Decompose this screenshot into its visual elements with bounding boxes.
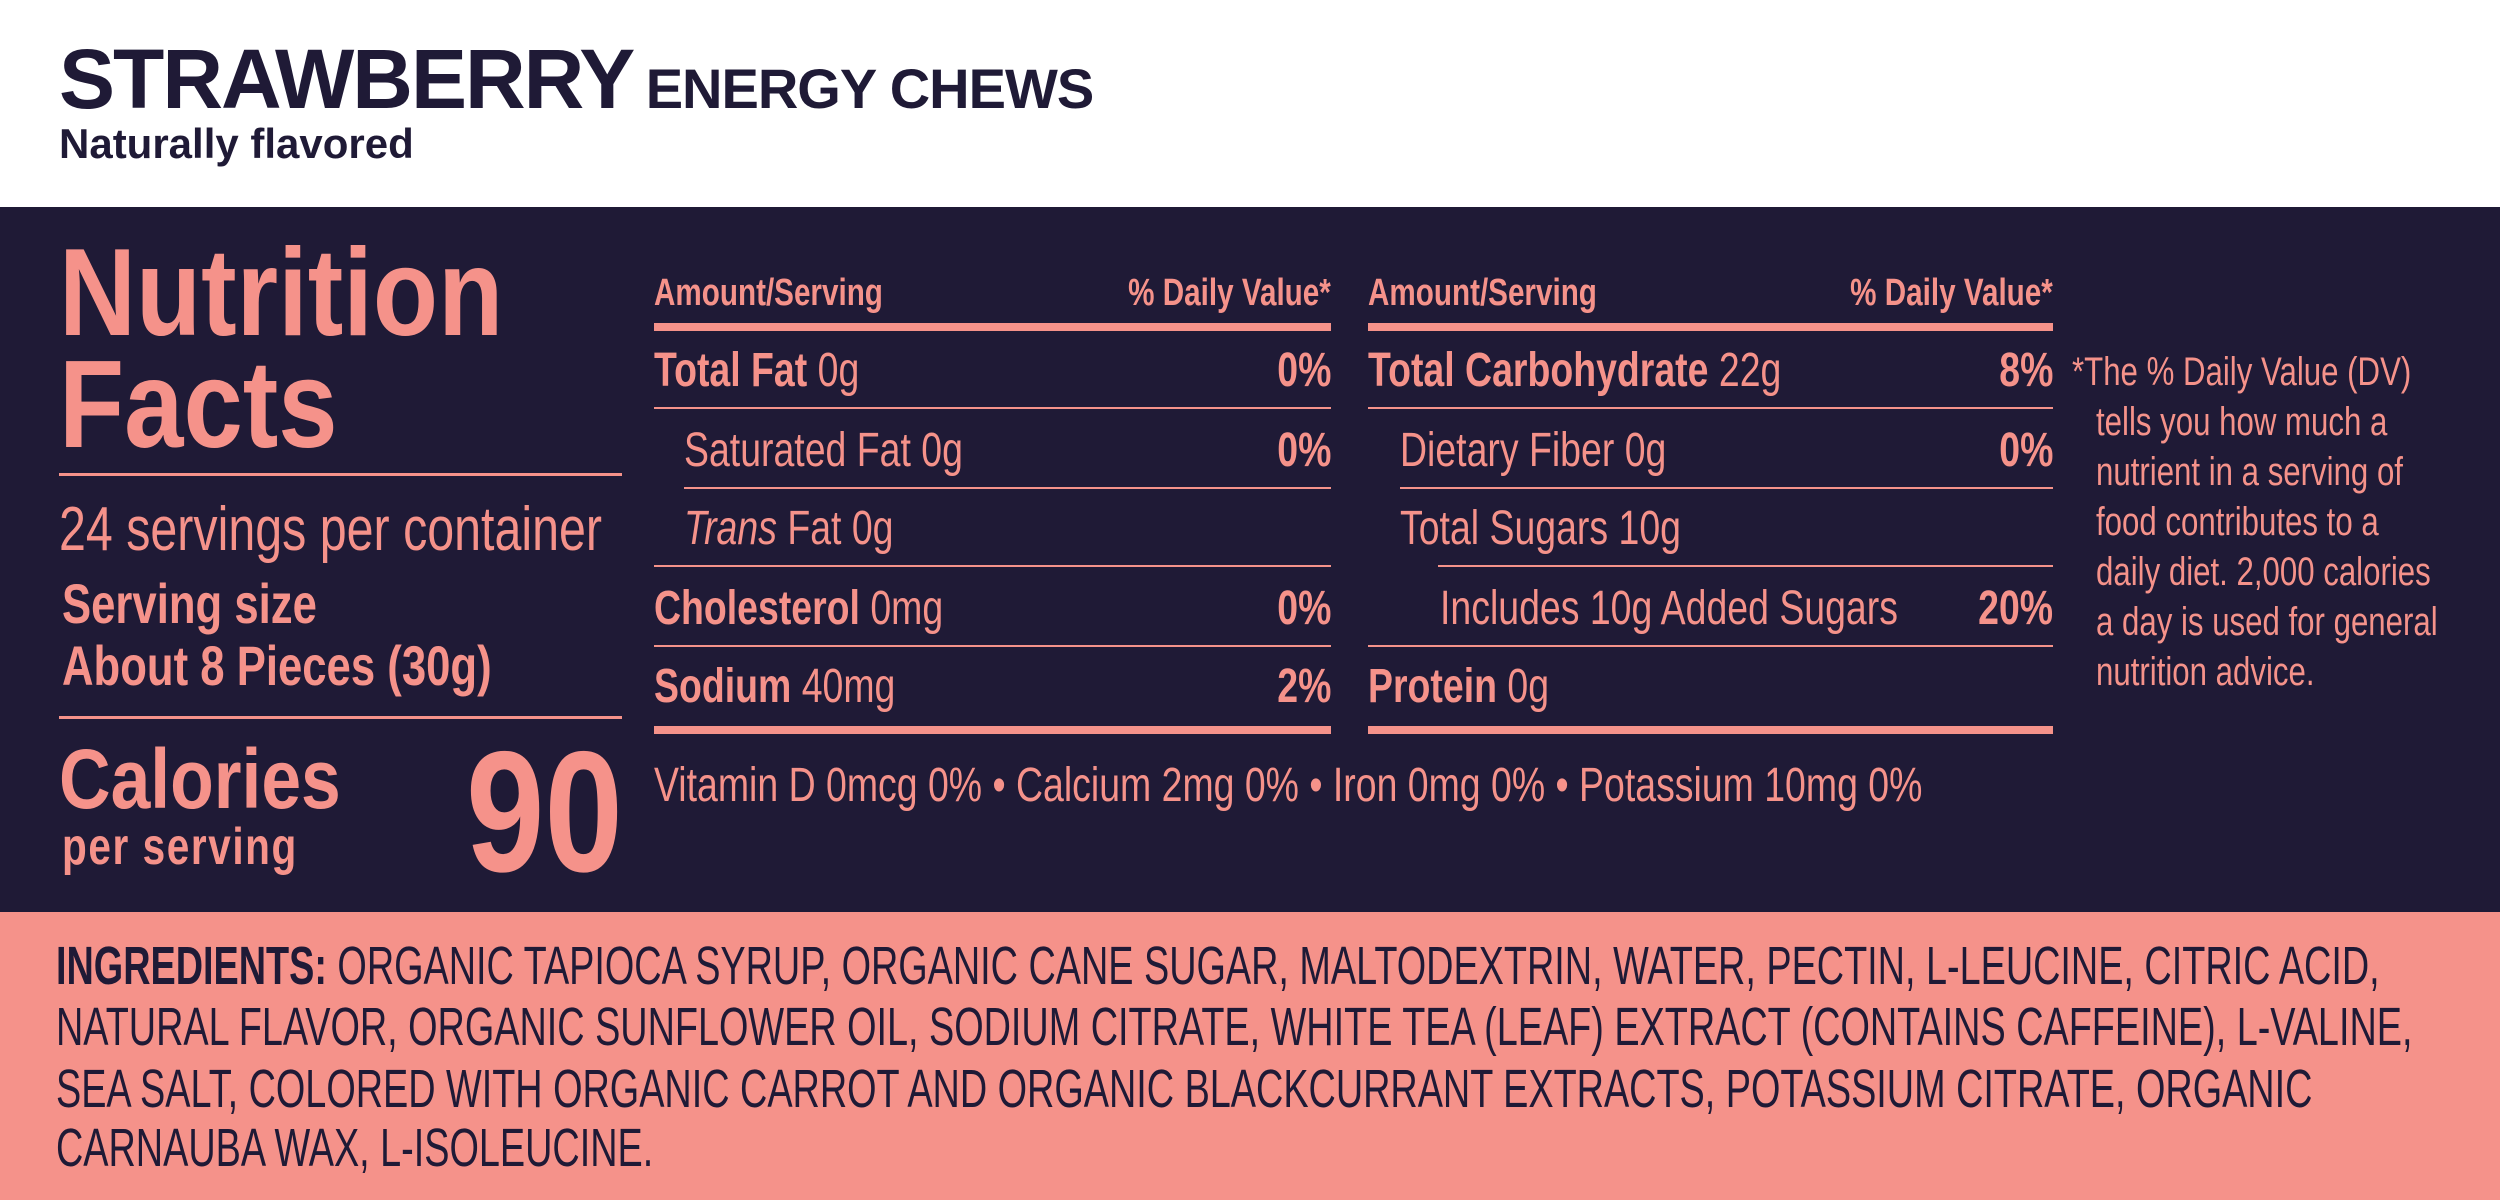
ingredients-line: CARNAUBA WAX, L-ISOLEUCINE. [56,1118,654,1178]
nutrient-row: Dietary Fiber 0g 0% [1400,424,2053,477]
divider [1368,645,2053,647]
divider [59,473,622,476]
divider [654,323,1331,331]
nutrition-facts-heading: Nutrition Facts [59,224,504,474]
nutrient-table-right: Amount/Serving % Daily Value* Total Carb… [1368,267,2053,747]
divider [1368,726,2053,734]
nutrient-row: Total Carbohydrate 22g 8% [1368,344,2053,397]
product-title: STRAWBERRY ENERGY CHEWS [59,32,1094,149]
nutrient-row: Cholesterol 0mg 0% [654,582,1331,635]
calories-label: Calories [59,732,341,826]
divider [1438,565,2053,567]
divider [1400,487,2053,489]
servings-per-container: 24 servings per container [59,495,603,564]
dv-header: % Daily Value* [1128,272,1331,314]
divider [1368,407,2053,409]
divider [1368,323,2053,331]
nutrition-facts-panel: Nutrition Facts 24 servings per containe… [0,207,2500,912]
amount-header: Amount/Serving [1368,272,1597,314]
nutrient-row: Total Fat 0g 0% [654,344,1331,397]
nutrient-row: Sodium 40mg 2% [654,660,1331,713]
divider [59,716,622,719]
product-type: ENERGY CHEWS [645,57,1094,120]
divider [684,487,1331,489]
calories-per-serving: per serving [62,818,298,876]
nutrient-row: Saturated Fat 0g 0% [684,424,1331,477]
nutrient-row: Protein 0g [1368,660,1550,713]
divider [654,726,1331,734]
product-subtitle: Naturally flavored [59,120,414,167]
ingredients-line: SEA SALT, COLORED WITH ORGANIC CARROT AN… [56,1059,2313,1119]
nutrient-row: Trans Fat 0g [684,502,894,555]
calories-value: 90 [466,716,623,908]
ingredients-label: INGREDIENTS: [56,936,327,996]
product-flavor: STRAWBERRY [59,32,635,126]
serving-size: Serving size About 8 Pieces (30g) [62,572,492,697]
divider [654,565,1331,567]
nutrient-row: Includes 10g Added Sugars 20% [1440,582,2053,635]
amount-header: Amount/Serving [654,272,883,314]
dv-header: % Daily Value* [1850,272,2053,314]
ingredients-panel: INGREDIENTS: ORGANIC TAPIOCA SYRUP, ORGA… [0,912,2500,1200]
divider [654,407,1331,409]
divider [654,645,1331,647]
nutrient-table-left: Amount/Serving % Daily Value* Total Fat … [654,267,1331,747]
ingredients-line: NATURAL FLAVOR, ORGANIC SUNFLOWER OIL, S… [56,997,2413,1057]
ingredients-line: INGREDIENTS: ORGANIC TAPIOCA SYRUP, ORGA… [56,936,2380,996]
product-header: STRAWBERRY ENERGY CHEWS Naturally flavor… [0,0,2500,207]
vitamins-minerals: Vitamin D 0mcg 0% • Calcium 2mg 0% • Iro… [654,759,1923,812]
nutrient-row: Total Sugars 10g [1400,502,1681,555]
